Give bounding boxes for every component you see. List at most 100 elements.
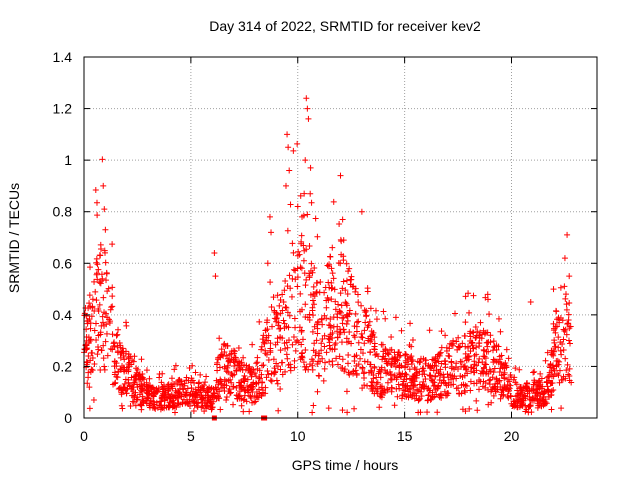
data-point <box>246 408 253 415</box>
data-point <box>556 367 563 374</box>
data-point <box>415 396 422 403</box>
data-point <box>129 388 136 395</box>
data-point <box>103 277 110 284</box>
data-point <box>100 294 107 301</box>
data-point <box>346 307 353 314</box>
data-point <box>497 395 504 402</box>
data-point <box>248 386 255 393</box>
data-point <box>216 364 223 371</box>
data-point <box>516 366 523 373</box>
data-point <box>490 344 497 351</box>
data-point <box>315 372 322 379</box>
y-tick-label: 0 <box>64 410 72 426</box>
data-point <box>483 361 490 368</box>
data-point <box>297 192 304 199</box>
data-point <box>125 376 132 383</box>
data-point <box>315 318 322 325</box>
data-point <box>202 379 209 386</box>
data-point <box>461 363 468 370</box>
data-point <box>563 301 570 308</box>
data-point <box>490 369 497 376</box>
data-point <box>95 308 102 315</box>
data-point <box>414 387 421 394</box>
data-point <box>467 333 474 340</box>
data-point <box>449 342 456 349</box>
data-point <box>550 352 557 359</box>
data-point <box>132 402 139 409</box>
data-point <box>241 392 248 399</box>
data-point <box>425 391 432 398</box>
data-point <box>462 366 469 373</box>
data-point <box>562 355 569 362</box>
data-point <box>100 322 107 329</box>
data-point <box>131 392 138 399</box>
data-point <box>270 356 277 363</box>
data-point <box>452 310 459 317</box>
data-point <box>370 375 377 382</box>
data-point <box>395 381 402 388</box>
data-point <box>266 213 273 220</box>
data-point <box>420 365 427 372</box>
data-point <box>282 182 289 189</box>
data-point <box>407 320 414 327</box>
data-point <box>192 369 199 376</box>
data-point <box>309 409 316 416</box>
data-point <box>392 363 399 370</box>
data-point <box>175 388 182 395</box>
data-point <box>271 365 278 372</box>
data-point <box>95 266 102 273</box>
data-point <box>384 369 391 376</box>
data-point <box>527 298 534 305</box>
data-point <box>470 292 477 299</box>
data-point <box>504 381 511 388</box>
data-point <box>218 346 225 353</box>
data-point <box>97 367 104 374</box>
data-point <box>520 384 527 391</box>
data-point <box>277 297 284 304</box>
data-point <box>564 320 571 327</box>
data-point <box>419 365 426 372</box>
data-point <box>263 351 270 358</box>
data-point <box>393 374 400 381</box>
data-point <box>283 304 290 311</box>
data-point <box>476 332 483 339</box>
data-point <box>391 357 398 364</box>
data-point <box>552 329 559 336</box>
data-point <box>211 249 218 256</box>
data-point <box>413 372 420 379</box>
data-point <box>367 361 374 368</box>
data-point <box>385 351 392 358</box>
data-point <box>398 327 405 334</box>
data-point <box>462 293 469 300</box>
data-point <box>435 382 442 389</box>
data-point <box>462 319 469 326</box>
data-point <box>231 362 238 369</box>
data-point <box>85 374 92 381</box>
data-point <box>171 366 178 373</box>
data-point <box>438 344 445 351</box>
data-point <box>477 378 484 385</box>
data-point <box>437 392 444 399</box>
data-point <box>408 393 415 400</box>
data-point <box>538 397 545 404</box>
data-point <box>428 376 435 383</box>
data-point <box>565 317 572 324</box>
data-point <box>436 376 443 383</box>
data-point <box>456 344 463 351</box>
data-point <box>398 362 405 369</box>
data-point <box>395 349 402 356</box>
data-point <box>230 383 237 390</box>
data-point <box>228 379 235 386</box>
data-point <box>100 182 107 189</box>
data-point <box>343 302 350 309</box>
data-point <box>359 350 366 357</box>
data-point <box>561 328 568 335</box>
data-point <box>466 309 473 316</box>
data-point <box>237 382 244 389</box>
data-point <box>530 381 537 388</box>
data-point <box>284 283 291 290</box>
data-point <box>358 302 365 309</box>
data-point <box>268 370 275 377</box>
data-point <box>269 323 276 330</box>
data-point <box>316 350 323 357</box>
